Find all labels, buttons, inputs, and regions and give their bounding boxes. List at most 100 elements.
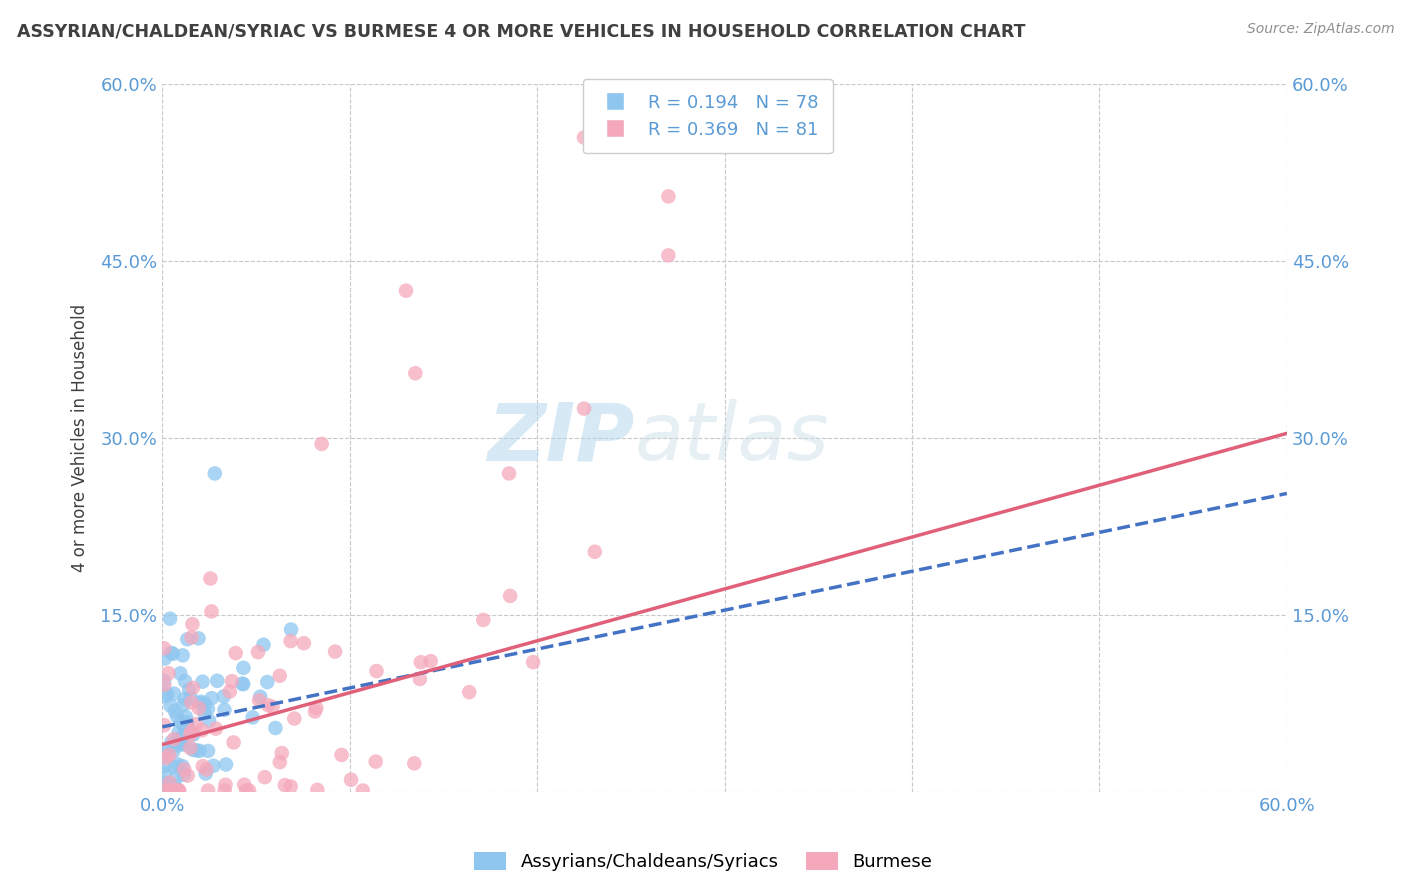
Point [153,678,176,692]
Point [572,130,595,145]
Point [214,778,236,792]
Point [167,783,190,797]
Point [214,783,236,797]
Point [170,730,193,744]
Point [166,709,188,723]
Point [572,401,595,416]
Point [159,783,181,797]
Point [190,695,212,709]
Point [181,742,204,756]
Point [252,638,274,652]
Point [180,724,202,739]
Text: ASSYRIAN/CHALDEAN/SYRIAC VS BURMESE 4 OR MORE VEHICLES IN HOUSEHOLD CORRELATION : ASSYRIAN/CHALDEAN/SYRIAC VS BURMESE 4 OR… [17,22,1025,40]
Point [160,646,183,660]
Point [191,759,214,773]
Point [249,690,271,704]
Point [232,661,254,675]
Point [169,734,191,748]
Point [304,705,326,719]
Point [292,636,315,650]
Point [340,772,363,787]
Point [159,698,181,713]
Point [657,248,679,262]
Point [169,783,191,797]
Point [179,740,201,755]
Point [172,698,194,712]
Point [395,284,418,298]
Point [200,572,222,586]
Point [176,715,198,730]
Point [201,691,224,706]
Point [153,775,176,789]
Point [366,664,388,678]
Point [174,725,197,739]
Point [458,685,481,699]
Point [180,690,202,705]
Point [404,366,426,380]
Point [269,669,291,683]
Point [221,674,243,689]
Point [172,648,194,663]
Point [264,721,287,735]
Point [194,766,217,780]
Point [364,755,387,769]
Point [169,666,191,681]
Point [280,780,302,794]
Point [165,779,187,793]
Point [231,676,253,690]
Point [153,718,176,732]
Point [166,770,188,784]
Point [153,766,176,780]
Point [195,763,218,777]
Point [583,545,606,559]
Point [472,613,495,627]
Point [160,735,183,749]
Point [191,723,214,738]
Point [156,687,179,701]
Point [207,673,229,688]
Point [166,757,188,772]
Point [205,722,228,736]
Point [198,714,221,728]
Point [173,763,195,777]
Point [233,778,256,792]
Point [156,744,179,758]
Point [166,783,188,797]
Point [176,769,198,783]
Text: atlas: atlas [634,399,830,477]
Point [153,747,176,762]
Point [170,736,193,750]
Point [159,775,181,789]
Point [187,632,209,646]
Point [323,644,346,658]
Point [174,710,197,724]
Point [180,631,202,645]
Point [176,718,198,732]
Point [212,690,235,704]
Point [262,699,284,714]
Point [179,682,201,697]
Point [181,728,204,742]
Point [311,437,333,451]
Point [269,755,291,769]
Point [330,747,353,762]
Point [253,770,276,784]
Point [172,759,194,773]
Point [657,189,679,203]
Point [522,655,544,669]
Text: ZIP: ZIP [488,399,634,477]
Point [173,767,195,781]
Point [232,677,254,691]
Point [202,758,225,772]
Point [187,701,209,715]
Legend: R = 0.194   N = 78, R = 0.369   N = 81: R = 0.194 N = 78, R = 0.369 N = 81 [582,79,832,153]
Point [174,674,197,689]
Point [155,783,177,797]
Point [194,697,217,711]
Point [173,738,195,752]
Point [163,704,186,718]
Point [173,718,195,732]
Point [419,654,441,668]
Point [153,651,176,665]
Point [191,674,214,689]
